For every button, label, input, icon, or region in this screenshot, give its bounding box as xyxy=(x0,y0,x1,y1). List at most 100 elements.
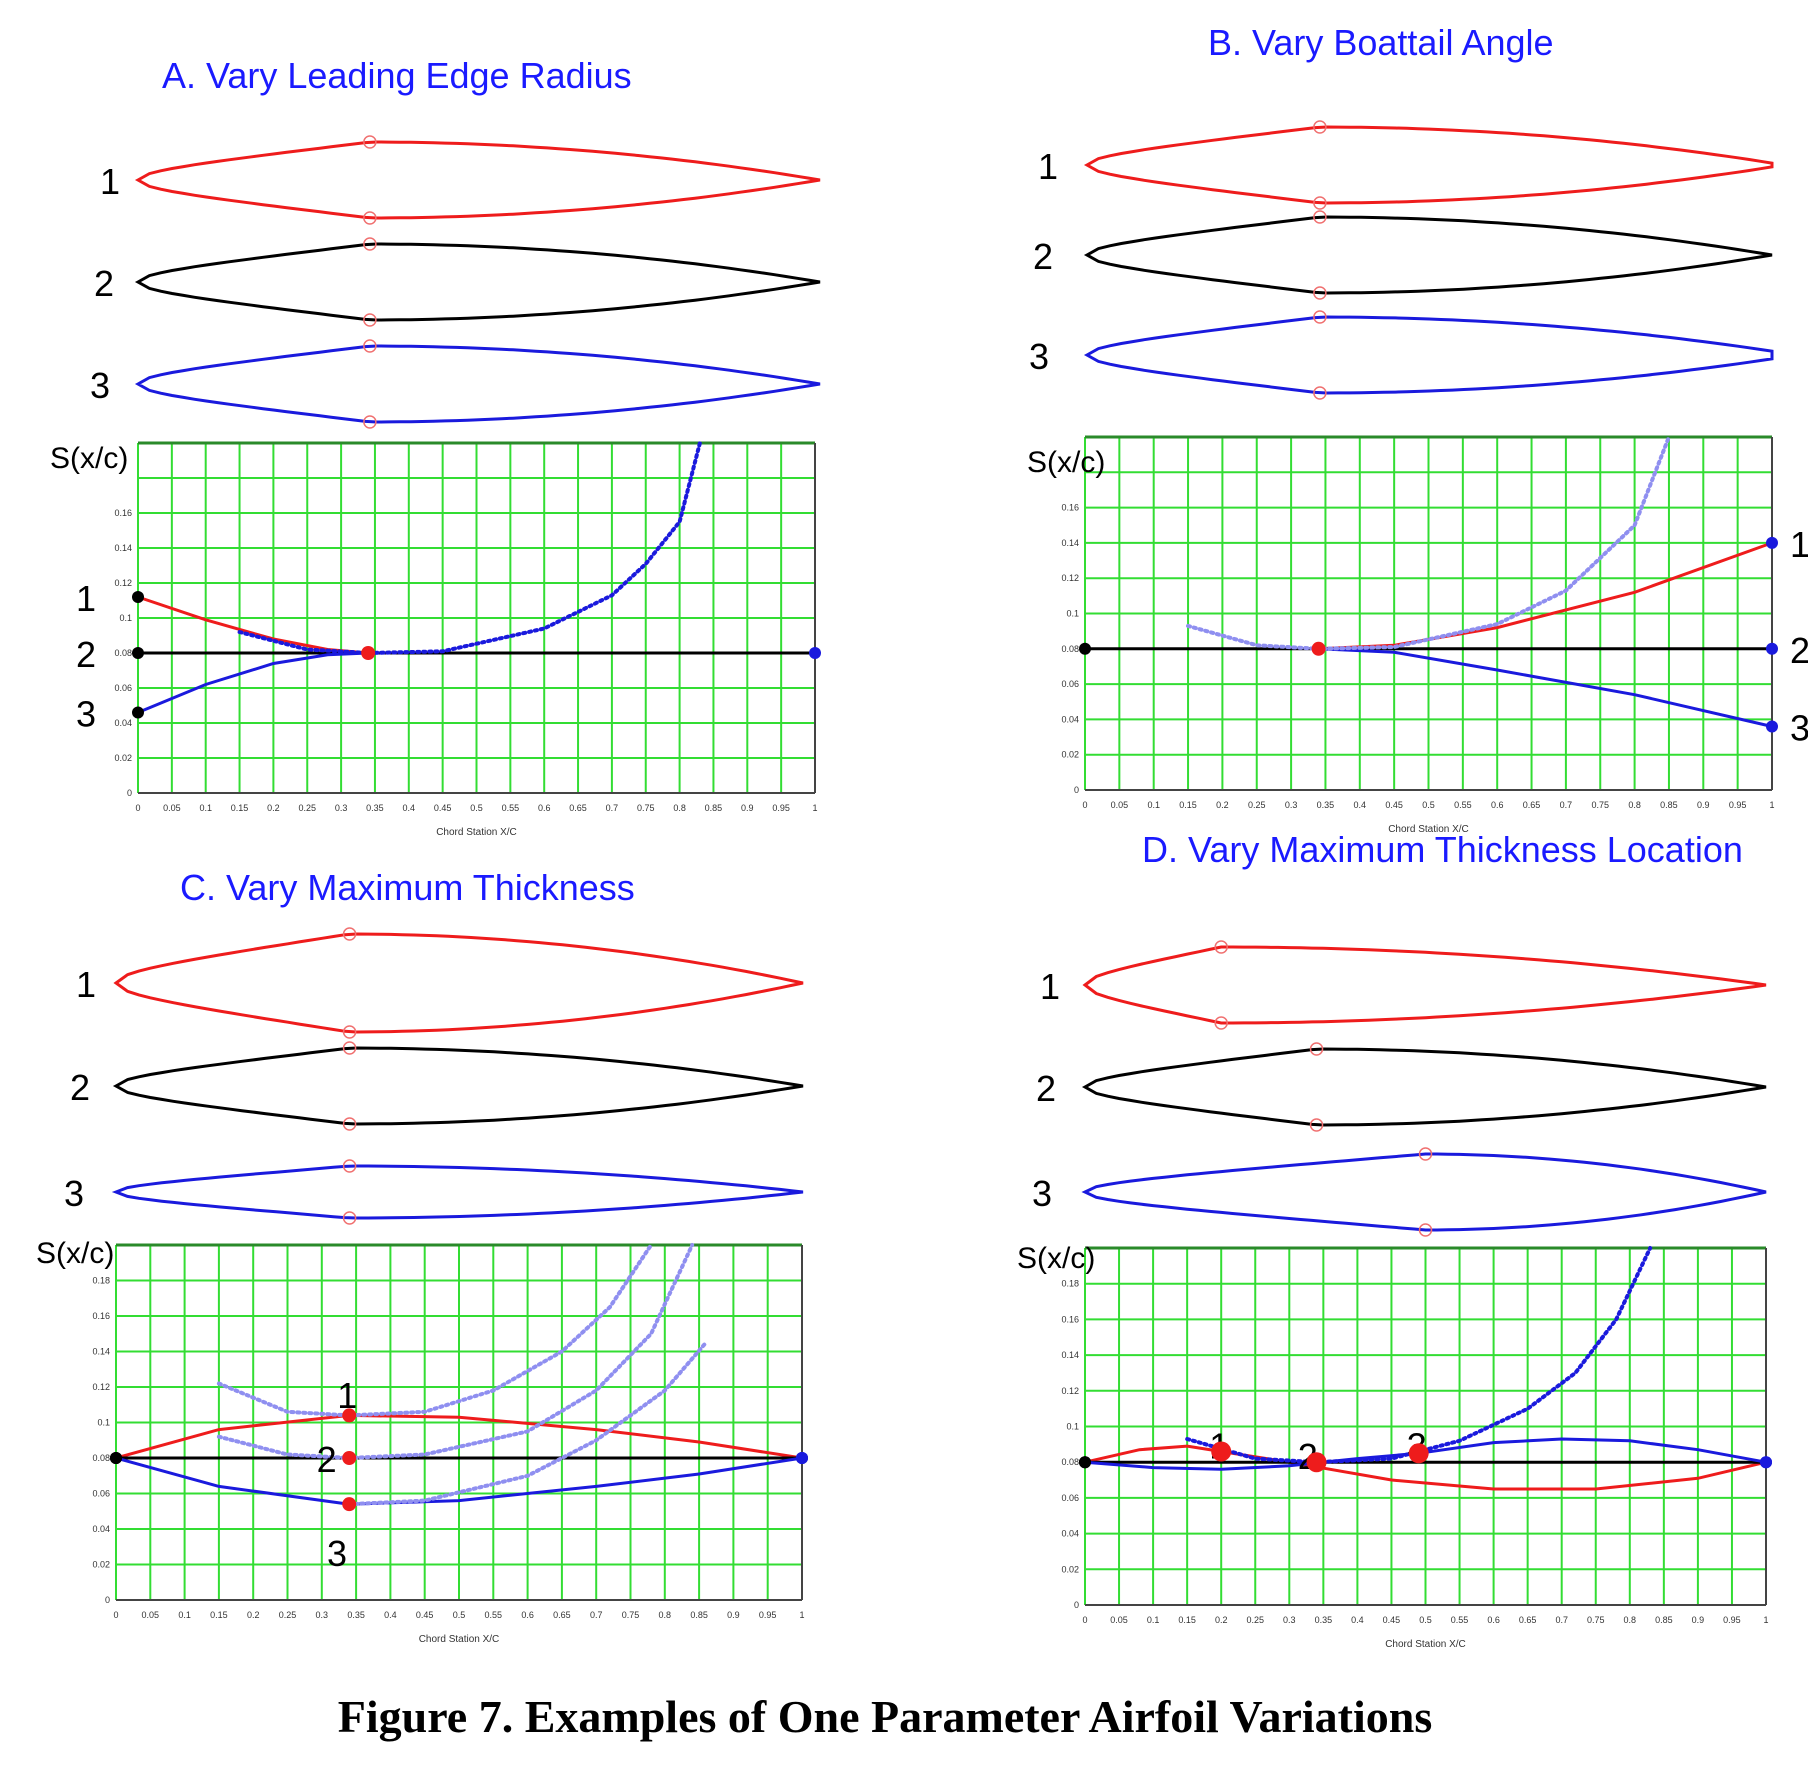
control-point-marker xyxy=(363,135,377,149)
control-point-marker xyxy=(1418,1147,1433,1161)
x-tick-label: 0.85 xyxy=(705,803,723,813)
control-point-dot xyxy=(361,646,376,660)
control-point-marker xyxy=(342,1041,357,1055)
airfoil-label: 1 xyxy=(100,161,120,202)
x-tick-label: 0.8 xyxy=(673,803,686,813)
x-tick-label: 0.7 xyxy=(1555,1615,1568,1625)
x-tick-label: 0.9 xyxy=(727,1610,740,1620)
series-line xyxy=(1084,1444,1767,1491)
series-dotted-line xyxy=(216,1243,654,1418)
y-tick-label: 0.08 xyxy=(1061,1457,1079,1467)
curve-label: 1 xyxy=(337,1375,357,1416)
y-tick-label: 0 xyxy=(1074,1600,1079,1610)
x-tick-label: 0.35 xyxy=(1315,1615,1333,1625)
control-point-marker xyxy=(1313,120,1327,134)
x-tick-label: 0.65 xyxy=(1523,800,1541,810)
airfoil-label: 2 xyxy=(1033,236,1053,277)
x-tick-label: 0.65 xyxy=(1519,1615,1537,1625)
y-tick-label: 0.1 xyxy=(1066,1422,1079,1432)
control-point-dot xyxy=(1306,1452,1327,1473)
y-tick-label: 0.14 xyxy=(1061,1350,1079,1360)
x-tick-label: 0.55 xyxy=(502,803,520,813)
x-tick-label: 0.3 xyxy=(335,803,348,813)
curve-label: 3 xyxy=(76,694,96,735)
x-tick-label: 0.75 xyxy=(622,1610,640,1620)
endpoint-marker xyxy=(1079,1456,1091,1469)
y-tick-label: 0.06 xyxy=(1061,1493,1079,1503)
control-point-dot xyxy=(1211,1441,1232,1462)
y-tick-label: 0.16 xyxy=(1061,503,1079,513)
y-tick-label: 0.04 xyxy=(92,1524,110,1534)
x-tick-label: 0.3 xyxy=(1285,800,1298,810)
y-tick-label: 0.04 xyxy=(1061,1529,1079,1539)
x-tick-label: 0.8 xyxy=(1624,1615,1637,1625)
y-tick-label: 0.14 xyxy=(114,543,132,553)
control-point-dot xyxy=(342,1497,357,1512)
x-tick-label: 0.5 xyxy=(470,803,483,813)
y-tick-label: 0.02 xyxy=(92,1560,110,1570)
control-point-marker xyxy=(1313,286,1327,300)
airfoil-shape xyxy=(1083,125,1774,205)
x-tick-label: 1 xyxy=(799,1610,804,1620)
x-tick-label: 0.9 xyxy=(741,803,754,813)
x-tick-label: 0.55 xyxy=(1451,1615,1469,1625)
x-tick-label: 0.95 xyxy=(1729,800,1747,810)
control-point-marker xyxy=(1214,940,1228,954)
x-tick-label: 0.7 xyxy=(606,803,619,813)
control-point-marker xyxy=(363,237,377,251)
x-tick-label: 0.2 xyxy=(1215,1615,1228,1625)
x-tick-label: 0.6 xyxy=(1487,1615,1500,1625)
airfoil-shape xyxy=(134,242,821,322)
x-tick-label: 0.8 xyxy=(1628,800,1641,810)
x-tick-label: 0.75 xyxy=(1591,800,1609,810)
panel-title: D. Vary Maximum Thickness Location xyxy=(1142,829,1743,870)
x-tick-label: 0.45 xyxy=(1385,800,1403,810)
x-tick-label: 0.85 xyxy=(1655,1615,1673,1625)
x-tick-label: 0.05 xyxy=(1111,800,1129,810)
x-tick-label: 0.35 xyxy=(347,1610,365,1620)
x-tick-label: 0.85 xyxy=(1660,800,1678,810)
y-tick-label: 0.02 xyxy=(114,753,132,763)
endpoint-marker xyxy=(1760,1456,1772,1469)
y-tick-label: 0.12 xyxy=(1061,573,1079,583)
x-tick-label: 0.4 xyxy=(1351,1615,1364,1625)
x-tick-label: 0.95 xyxy=(1723,1615,1741,1625)
control-point-marker xyxy=(342,1159,357,1173)
control-point-marker xyxy=(342,1025,357,1039)
x-tick-label: 0.55 xyxy=(485,1610,503,1620)
control-point-marker xyxy=(1214,1016,1228,1030)
airfoil-shape xyxy=(134,344,821,424)
y-tick-label: 0.04 xyxy=(1061,714,1079,724)
x-tick-label: 0.5 xyxy=(453,1610,466,1620)
endpoint-marker xyxy=(1766,642,1778,655)
y-tick-label: 0.08 xyxy=(92,1453,110,1463)
x-tick-label: 0.35 xyxy=(366,803,384,813)
y-tick-label: 0.16 xyxy=(92,1311,110,1321)
control-point-marker xyxy=(363,313,377,327)
panel-d: D. Vary Maximum Thickness Location 1 2 3 0 0.… xyxy=(1017,829,1772,1650)
control-point-marker xyxy=(342,1117,357,1131)
x-tick-label: 0.05 xyxy=(163,803,181,813)
x-tick-label: 0.9 xyxy=(1692,1615,1705,1625)
x-tick-label: 0.2 xyxy=(267,803,280,813)
x-tick-label: 0.3 xyxy=(1283,1615,1296,1625)
y-tick-label: 0.02 xyxy=(1061,1564,1079,1574)
y-tick-label: 0 xyxy=(105,1595,110,1605)
y-tick-label: 0.12 xyxy=(114,578,132,588)
x-tick-label: 0.1 xyxy=(178,1610,191,1620)
airfoil-label: 1 xyxy=(76,964,96,1005)
airfoil-shape xyxy=(1083,315,1774,395)
y-tick-label: 0.06 xyxy=(1061,679,1079,689)
x-tick-label: 0.75 xyxy=(1587,1615,1605,1625)
y-tick-label: 0.06 xyxy=(92,1489,110,1499)
y-axis-label: S(x/c) xyxy=(1027,446,1105,479)
panel-title: B. Vary Boattail Angle xyxy=(1208,22,1554,63)
endpoint-marker xyxy=(132,706,144,719)
x-tick-label: 0.75 xyxy=(637,803,655,813)
x-tick-label: 0.7 xyxy=(1560,800,1573,810)
x-axis-label: Chord Station X/C xyxy=(1385,1639,1466,1650)
control-point-dot xyxy=(1311,641,1326,656)
x-tick-label: 0.05 xyxy=(142,1610,160,1620)
x-tick-label: 0.15 xyxy=(1178,1615,1196,1625)
airfoil-shape xyxy=(1081,1152,1767,1232)
